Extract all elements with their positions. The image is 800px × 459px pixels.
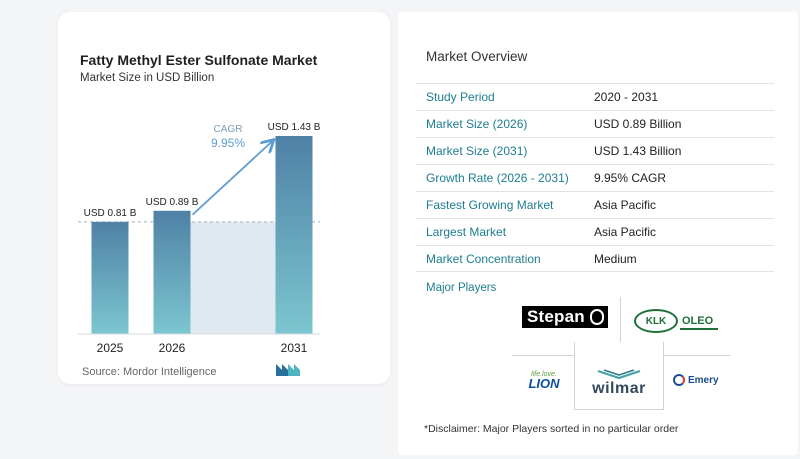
bar-2031 xyxy=(275,136,313,334)
data-label-2025: USD 0.81 B xyxy=(84,208,137,219)
cagr-arrow xyxy=(191,141,273,216)
data-label-2031: USD 1.43 B xyxy=(268,122,321,133)
lion-logo-text: LION xyxy=(528,376,560,391)
row-label: Growth Rate (2026 - 2031) xyxy=(426,171,569,185)
row-value: Asia Pacific xyxy=(594,198,657,212)
table-row: Fastest Growing Market Asia Pacific xyxy=(416,191,774,218)
bar-2026 xyxy=(153,210,191,334)
x-tick-2025: 2025 xyxy=(97,341,124,355)
cagr-value: 9.95% xyxy=(211,136,245,150)
stepan-logo-text: Stepan xyxy=(527,307,585,326)
source-note: Source: Mordor Intelligence xyxy=(82,366,217,378)
chart-subtitle: Market Size in USD Billion xyxy=(80,72,215,84)
row-value: USD 0.89 Billion xyxy=(594,117,682,131)
logo-divider xyxy=(620,297,621,362)
wilmar-logo: wilmar xyxy=(580,369,658,398)
chart-title: Fatty Methyl Ester Sulfonate Market xyxy=(80,52,318,68)
cagr-label: CAGR xyxy=(214,124,243,135)
table-row: Study Period 2020 - 2031 xyxy=(416,83,774,110)
klk-logo-text: OLEO xyxy=(682,315,714,327)
table-row: Largest Market Asia Pacific xyxy=(416,218,774,245)
mordor-logo-icon xyxy=(276,364,300,376)
row-value: Medium xyxy=(594,251,637,266)
major-players-title: Major Players xyxy=(426,282,497,294)
row-label: Largest Market xyxy=(426,225,507,239)
emery-logo-text: Emery xyxy=(688,374,719,386)
klk-oleo-logo: KLK OLEO xyxy=(634,308,718,334)
overview-title: Market Overview xyxy=(426,49,528,64)
bar-2025 xyxy=(91,221,129,334)
table-row: Market Concentration Medium xyxy=(416,245,774,272)
emery-logo: Emery xyxy=(673,374,719,386)
stepan-s-icon xyxy=(590,309,604,325)
overview-card: Market Overview Study Period 2020 - 2031… xyxy=(398,12,798,455)
stepan-logo: Stepan xyxy=(522,306,608,328)
overview-table: Study Period 2020 - 2031 Market Size (20… xyxy=(416,83,774,272)
bar-chart: USD 0.81 B 2025 USD 0.89 B 2026 USD 1.43 B 20… xyxy=(78,122,321,355)
row-value: 9.95% CAGR xyxy=(594,171,667,185)
wilmar-chevron-icon xyxy=(597,369,641,379)
table-row: Market Size (2026) USD 0.89 Billion xyxy=(416,110,774,137)
emery-circle-icon xyxy=(673,374,685,386)
row-label: Market Size (2031) xyxy=(426,144,528,158)
row-value: Asia Pacific xyxy=(594,225,657,239)
disclaimer: *Disclaimer: Major Players sorted in no … xyxy=(424,423,679,435)
row-label: Market Concentration xyxy=(426,251,541,266)
row-value: 2020 - 2031 xyxy=(594,90,659,104)
chart-card: Fatty Methyl Ester Sulfonate Market Mark… xyxy=(58,12,390,384)
table-row: Market Size (2031) USD 1.43 Billion xyxy=(416,137,774,164)
table-row: Growth Rate (2026 - 2031) 9.95% CAGR xyxy=(416,164,774,191)
data-label-2026: USD 0.89 B xyxy=(146,197,199,208)
lion-tagline: life.love. xyxy=(531,371,557,378)
row-label: Study Period xyxy=(426,90,495,104)
row-label: Market Size (2026) xyxy=(426,117,528,131)
klk-mark-text: KLK xyxy=(645,315,667,327)
klk-underline xyxy=(680,328,718,330)
wilmar-logo-text: wilmar xyxy=(592,380,646,397)
lion-logo: life.love. LION xyxy=(524,371,564,390)
cagr-band xyxy=(190,221,276,334)
klk-oval-icon: KLK xyxy=(634,309,678,333)
row-label: Fastest Growing Market xyxy=(426,198,554,212)
logo-frame xyxy=(574,342,664,410)
x-tick-2026: 2026 xyxy=(159,341,186,355)
row-value: USD 1.43 Billion xyxy=(594,144,682,158)
x-tick-2031: 2031 xyxy=(281,341,308,355)
